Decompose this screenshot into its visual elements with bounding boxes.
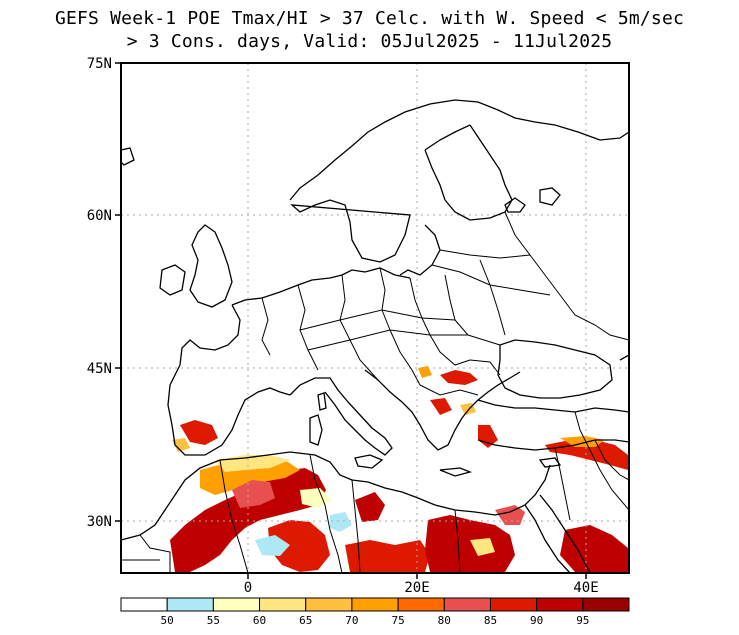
turkey-coast bbox=[477, 399, 629, 451]
sahara-cyan-patch-2 bbox=[330, 512, 352, 532]
finland-coast bbox=[444, 124, 513, 221]
north-africa-coast bbox=[121, 451, 551, 541]
borders-central-europe bbox=[261, 259, 506, 396]
lat-label-60n: 60N bbox=[87, 208, 112, 224]
colorbar-tick-label: 55 bbox=[207, 614, 220, 627]
italy-coast bbox=[289, 377, 393, 456]
colorbar-swatch bbox=[305, 597, 353, 612]
colorbar-swatch bbox=[443, 597, 491, 612]
colorbar-swatch bbox=[212, 597, 261, 612]
crete-coast bbox=[439, 467, 473, 477]
corsica-coast bbox=[317, 392, 327, 411]
borders-middle-east bbox=[554, 411, 629, 521]
country-borders bbox=[121, 211, 629, 573]
lon-label-0: 0 bbox=[244, 580, 252, 596]
ireland-coast bbox=[159, 264, 186, 296]
greece-shading bbox=[430, 398, 452, 415]
sahara-cyan-patch bbox=[255, 535, 290, 556]
borders-north-africa bbox=[121, 454, 461, 573]
atlas-shading bbox=[232, 480, 275, 508]
colorbar-tick-label: 95 bbox=[576, 614, 589, 627]
colorbar-tick-label: 60 bbox=[253, 614, 266, 627]
cyprus-coast bbox=[538, 457, 562, 468]
lon-label-20e: 20E bbox=[404, 580, 429, 596]
britain-coast bbox=[189, 224, 233, 308]
sicily-coast bbox=[354, 454, 384, 469]
colorbar-swatch bbox=[397, 597, 445, 612]
colorbar-tick-label: 90 bbox=[530, 614, 543, 627]
lat-label-75n: 75N bbox=[87, 56, 112, 72]
map-frame bbox=[120, 62, 630, 574]
arabia-shading bbox=[560, 525, 628, 572]
colorbar-swatch bbox=[166, 597, 214, 612]
map-title-line-1: GEFS Week-1 POE Tmax/HI > 37 Celc. with … bbox=[54, 8, 685, 29]
colorbar-swatch bbox=[351, 597, 399, 612]
graticule bbox=[121, 63, 629, 573]
scandinavia-coast bbox=[289, 99, 629, 263]
iceland-fragment bbox=[121, 147, 135, 166]
balkans-coast bbox=[364, 369, 521, 451]
caspian-fragment bbox=[619, 354, 629, 361]
borders-eastern-europe bbox=[431, 211, 629, 376]
colorbar-swatch bbox=[489, 597, 538, 612]
colorbar-swatch bbox=[259, 597, 307, 612]
map-title-line-2: > 3 Cons. days, Valid: 05Jul2025 - 11Jul… bbox=[126, 31, 613, 52]
colorbar-tick-label: 70 bbox=[345, 614, 358, 627]
balkans-shading bbox=[440, 370, 478, 385]
algeria-libya-shading bbox=[268, 520, 330, 572]
colorbar-swatch bbox=[582, 597, 630, 612]
colorbar-swatch bbox=[120, 597, 168, 612]
lat-label-45n: 45N bbox=[87, 361, 112, 377]
colorbar-tick-label: 65 bbox=[299, 614, 312, 627]
colorbar: 50 55 60 65 70 75 80 85 90 95 bbox=[120, 597, 630, 627]
central-sahara-shading bbox=[345, 540, 430, 572]
lat-labels: 75N 60N 45N 30N bbox=[87, 56, 112, 530]
egypt-west-shading bbox=[425, 515, 515, 572]
middle-east-shading-light bbox=[560, 436, 605, 447]
black-sea-coast bbox=[497, 339, 613, 399]
lat-label-30n: 30N bbox=[87, 514, 112, 530]
lon-labels: 0 20E 40E bbox=[244, 580, 599, 596]
coastlines bbox=[121, 99, 629, 573]
red-sea-coast bbox=[524, 494, 591, 573]
iberia-shading-light bbox=[172, 438, 190, 452]
iberia-coast bbox=[167, 364, 291, 456]
colorbar-swatch bbox=[536, 597, 584, 612]
russia-outline bbox=[504, 187, 561, 213]
egypt-east-shading bbox=[495, 505, 525, 525]
lon-label-40e: 40E bbox=[573, 580, 598, 596]
egypt-yellow-patch bbox=[470, 538, 495, 556]
continental-europe-coast bbox=[179, 267, 411, 366]
libya-shading bbox=[355, 492, 385, 522]
colorbar-tick-label: 80 bbox=[438, 614, 451, 627]
colorbar-tick-label: 85 bbox=[484, 614, 497, 627]
balkans-shading-orange bbox=[418, 366, 432, 378]
iberia-shading bbox=[180, 420, 218, 445]
turkey-shading bbox=[478, 425, 498, 448]
colorbar-tick-label: 75 bbox=[391, 614, 404, 627]
axis-ticks bbox=[115, 62, 587, 579]
colorbar-tick-label: 50 bbox=[161, 614, 174, 627]
sardinia-coast bbox=[309, 414, 323, 446]
